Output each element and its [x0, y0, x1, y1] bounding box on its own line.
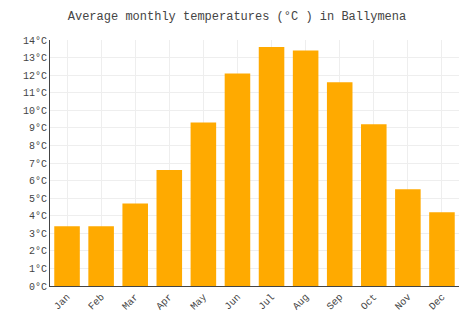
svg-text:10°C: 10°C: [23, 106, 47, 117]
svg-text:May: May: [189, 292, 210, 313]
svg-text:Dec: Dec: [427, 292, 448, 313]
svg-text:Sep: Sep: [325, 292, 346, 313]
svg-text:9°C: 9°C: [29, 123, 47, 134]
svg-text:11°C: 11°C: [23, 88, 47, 99]
svg-text:8°C: 8°C: [29, 141, 47, 152]
svg-text:Apr: Apr: [154, 292, 175, 313]
svg-text:2°C: 2°C: [29, 246, 47, 257]
svg-text:Feb: Feb: [86, 292, 107, 313]
svg-text:Aug: Aug: [291, 292, 312, 313]
svg-text:1°C: 1°C: [29, 264, 47, 275]
svg-text:Nov: Nov: [393, 292, 414, 313]
svg-text:Jan: Jan: [52, 292, 73, 313]
svg-text:Mar: Mar: [120, 292, 141, 313]
svg-text:13°C: 13°C: [23, 53, 47, 64]
svg-text:Oct: Oct: [359, 292, 380, 313]
svg-text:Jul: Jul: [257, 292, 278, 313]
svg-text:5°C: 5°C: [29, 194, 47, 205]
svg-text:7°C: 7°C: [29, 159, 47, 170]
svg-text:6°C: 6°C: [29, 176, 47, 187]
svg-text:0°C: 0°C: [29, 282, 47, 293]
svg-text:3°C: 3°C: [29, 229, 47, 240]
svg-text:Jun: Jun: [223, 292, 244, 313]
svg-text:12°C: 12°C: [23, 71, 47, 82]
svg-text:Average monthly temperatures (: Average monthly temperatures (°C ) in Ba…: [68, 10, 406, 24]
svg-text:14°C: 14°C: [23, 36, 47, 47]
svg-text:4°C: 4°C: [29, 211, 47, 222]
